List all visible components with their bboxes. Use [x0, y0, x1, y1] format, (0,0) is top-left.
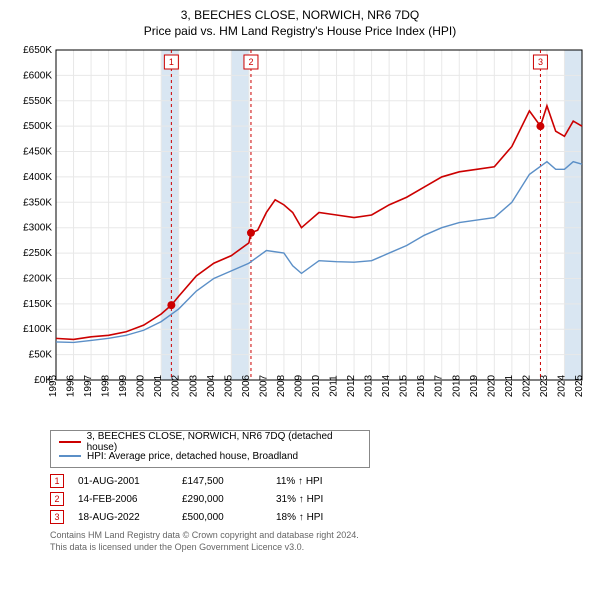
sale-price: £500,000	[182, 512, 262, 523]
sale-date: 18-AUG-2022	[78, 512, 168, 523]
highlight-band	[161, 50, 179, 380]
y-tick-label: £150K	[23, 299, 52, 310]
x-tick-label: 2025	[574, 374, 585, 397]
y-tick-label: £400K	[23, 172, 52, 183]
x-tick-label: 2010	[311, 374, 322, 397]
sale-delta: 11% ↑ HPI	[276, 476, 356, 487]
x-tick-label: 2015	[399, 374, 410, 397]
x-tick-label: 2020	[486, 374, 497, 397]
x-tick-label: 2016	[416, 374, 427, 397]
x-tick-label: 2019	[469, 374, 480, 397]
sale-row: 3 18-AUG-2022 £500,000 18% ↑ HPI	[50, 510, 590, 524]
x-tick-label: 2022	[521, 374, 532, 397]
x-tick-label: 2023	[539, 374, 550, 397]
sale-row: 1 01-AUG-2001 £147,500 11% ↑ HPI	[50, 474, 590, 488]
x-tick-label: 1999	[118, 374, 129, 397]
x-tick-label: 2007	[258, 374, 269, 397]
sale-marker-num: 2	[248, 57, 253, 67]
footer-line1: Contains HM Land Registry data © Crown c…	[50, 530, 590, 542]
sale-row: 2 14-FEB-2006 £290,000 31% ↑ HPI	[50, 492, 590, 506]
x-tick-label: 1997	[83, 374, 94, 397]
x-tick-label: 2017	[434, 374, 445, 397]
x-tick-label: 2002	[171, 374, 182, 397]
y-tick-label: £600K	[23, 70, 52, 81]
sale-marker-num: 1	[169, 57, 174, 67]
x-tick-label: 2004	[206, 374, 217, 397]
y-tick-label: £50K	[29, 350, 53, 361]
sale-marker-num: 3	[538, 57, 543, 67]
y-tick-label: £200K	[23, 273, 52, 284]
x-tick-label: 2001	[153, 374, 164, 397]
sale-marker-icon: 2	[50, 492, 64, 506]
x-tick-label: 2021	[504, 374, 515, 397]
y-tick-label: £550K	[23, 96, 52, 107]
highlight-band	[231, 50, 249, 380]
footer-line2: This data is licensed under the Open Gov…	[50, 542, 590, 554]
y-tick-label: £650K	[23, 45, 52, 56]
x-tick-label: 2000	[136, 374, 147, 397]
legend-swatch	[59, 441, 81, 443]
sale-marker-icon: 3	[50, 510, 64, 524]
sale-price: £147,500	[182, 476, 262, 487]
x-tick-label: 2006	[241, 374, 252, 397]
y-tick-label: £450K	[23, 147, 52, 158]
legend-item: 3, BEECHES CLOSE, NORWICH, NR6 7DQ (deta…	[59, 435, 361, 449]
footer: Contains HM Land Registry data © Crown c…	[50, 530, 590, 553]
price-chart: £0K£50K£100K£150K£200K£250K£300K£350K£40…	[10, 44, 590, 424]
y-tick-label: £500K	[23, 121, 52, 132]
x-tick-label: 2014	[381, 374, 392, 397]
page-title: 3, BEECHES CLOSE, NORWICH, NR6 7DQ	[10, 8, 590, 22]
sale-delta: 31% ↑ HPI	[276, 494, 356, 505]
page-subtitle: Price paid vs. HM Land Registry's House …	[10, 24, 590, 38]
x-tick-label: 2003	[188, 374, 199, 397]
price-dot	[247, 229, 255, 237]
y-tick-label: £350K	[23, 197, 52, 208]
sale-date: 14-FEB-2006	[78, 494, 168, 505]
x-tick-label: 2009	[293, 374, 304, 397]
legend-swatch	[59, 455, 81, 457]
price-dot	[536, 122, 544, 130]
x-tick-label: 1995	[48, 374, 59, 397]
sale-marker-icon: 1	[50, 474, 64, 488]
x-tick-label: 2013	[364, 374, 375, 397]
sale-delta: 18% ↑ HPI	[276, 512, 356, 523]
y-tick-label: £250K	[23, 248, 52, 259]
x-tick-label: 2008	[276, 374, 287, 397]
sale-date: 01-AUG-2001	[78, 476, 168, 487]
x-tick-label: 2024	[556, 374, 567, 397]
x-tick-label: 2005	[223, 374, 234, 397]
x-tick-label: 2012	[346, 374, 357, 397]
legend: 3, BEECHES CLOSE, NORWICH, NR6 7DQ (deta…	[50, 430, 370, 468]
y-tick-label: £300K	[23, 223, 52, 234]
price-dot	[167, 301, 175, 309]
x-tick-label: 2018	[451, 374, 462, 397]
y-tick-label: £100K	[23, 324, 52, 335]
x-tick-label: 1996	[66, 374, 77, 397]
highlight-band	[564, 50, 582, 380]
legend-label: HPI: Average price, detached house, Broa…	[87, 451, 298, 462]
x-tick-label: 2011	[329, 375, 340, 397]
x-tick-label: 1998	[101, 374, 112, 397]
sale-price: £290,000	[182, 494, 262, 505]
